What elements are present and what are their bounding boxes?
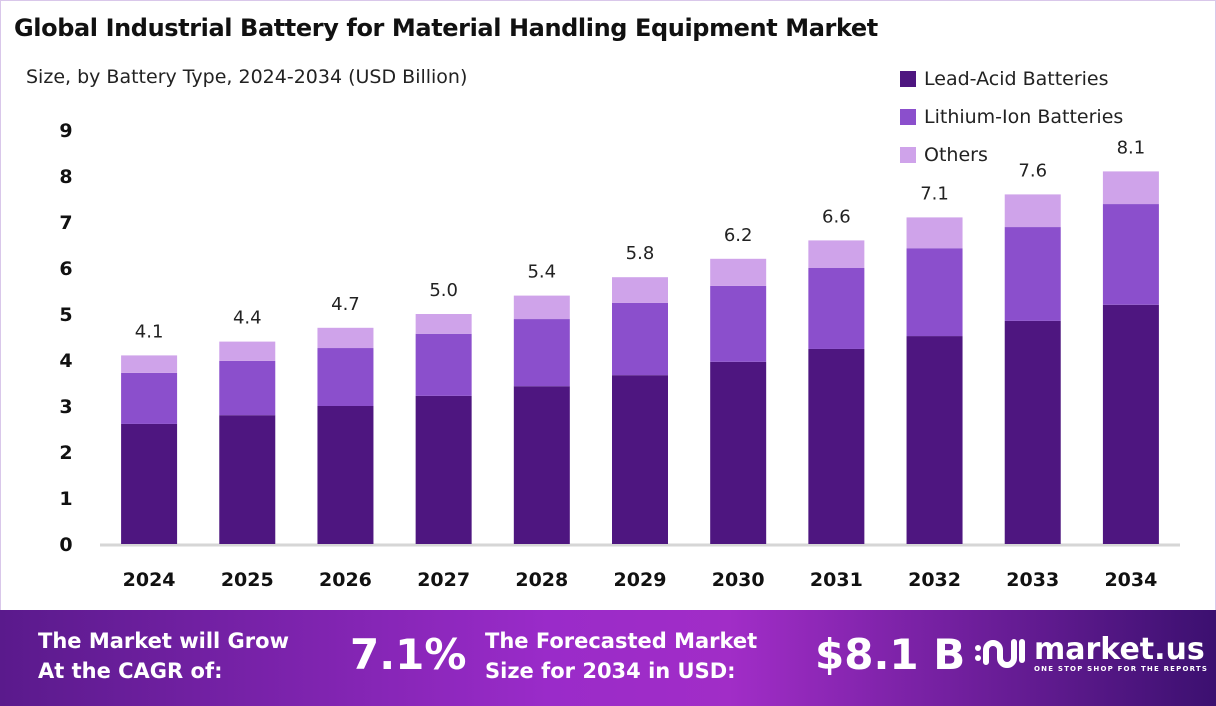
data-label-total: 4.4 xyxy=(233,308,262,329)
legend-label: Lithium-Ion Batteries xyxy=(924,106,1124,128)
x-tick-label: 2032 xyxy=(908,569,961,591)
x-tick-label: 2034 xyxy=(1104,569,1157,591)
bar-segment-lithium-ion xyxy=(1102,204,1159,305)
legend-label: Lead-Acid Batteries xyxy=(924,68,1109,90)
legend-item-lithium-ion: Lithium-Ion Batteries xyxy=(900,98,1123,136)
bar-segment-lithium-ion xyxy=(710,285,767,362)
cagr-value: 7.1% xyxy=(350,630,467,679)
bar-segment-others xyxy=(121,355,178,373)
bar-segment-others xyxy=(513,295,570,320)
bar-segment-lead-acid xyxy=(121,423,178,544)
bar-segment-lithium-ion xyxy=(513,319,570,387)
bar-segment-others xyxy=(612,277,668,303)
logo-name: market.us xyxy=(1034,632,1205,667)
cagr-label: The Market will Grow At the CAGR of: xyxy=(38,629,289,683)
x-tick-label: 2028 xyxy=(515,569,568,591)
market-us-logo: market.us ONE STOP SHOP FOR THE REPORTS xyxy=(972,632,1208,676)
data-label-total: 6.6 xyxy=(822,206,851,227)
bar-segment-lithium-ion xyxy=(317,348,374,406)
bar-segment-lithium-ion xyxy=(415,333,472,396)
bar-segment-lead-acid xyxy=(1102,304,1159,544)
forecast-label: The Forecasted Market Size for 2034 in US… xyxy=(485,629,758,683)
bar-segment-lead-acid xyxy=(808,348,865,544)
bar-segment-lithium-ion xyxy=(808,268,865,349)
chart-title: Global Industrial Battery for Material H… xyxy=(14,14,878,42)
x-tick-label: 2026 xyxy=(319,569,372,591)
y-tick-label: 1 xyxy=(59,488,72,510)
x-tick-label: 2024 xyxy=(123,569,176,591)
data-label-total: 8.1 xyxy=(1117,137,1146,158)
x-tick-label: 2030 xyxy=(712,569,765,591)
bar-chart: 0 1 2 3 4 5 6 7 8 9 4.1 2024 4.4 2025 4.7 2026 5.0 2027 5.… xyxy=(59,120,1180,591)
bar-segment-lithium-ion xyxy=(906,248,963,337)
x-tick-label: 2027 xyxy=(417,569,470,591)
y-tick-label: 9 xyxy=(59,120,72,142)
data-label-total: 7.6 xyxy=(1018,160,1047,181)
bar-segment-others xyxy=(317,327,374,349)
y-tick-label: 8 xyxy=(59,166,72,188)
chart-subtitle: Size, by Battery Type, 2024-2034 (USD Bi… xyxy=(26,66,468,88)
data-label-total: 5.4 xyxy=(527,262,556,283)
bar-segment-lead-acid xyxy=(317,406,374,544)
bar-segment-others xyxy=(219,341,276,361)
data-label-total: 5.0 xyxy=(429,280,458,301)
bar-segment-others xyxy=(710,258,767,286)
bar-segment-lead-acid xyxy=(1004,320,1061,544)
data-label-total: 4.7 xyxy=(331,294,360,315)
bar-segment-lead-acid xyxy=(513,386,570,544)
legend-label: Others xyxy=(924,144,988,166)
legend-swatch xyxy=(900,71,916,87)
x-tick-label: 2033 xyxy=(1006,569,1059,591)
x-tick-label: 2025 xyxy=(221,569,274,591)
y-tick-label: 3 xyxy=(59,396,72,418)
bar-segment-others xyxy=(808,240,865,268)
bar-segment-lithium-ion xyxy=(1004,227,1061,321)
legend-swatch xyxy=(900,109,916,125)
bar-segment-lithium-ion xyxy=(121,372,178,424)
bar-segment-lead-acid xyxy=(415,395,472,544)
legend: Lead-Acid Batteries Lithium-Ion Batterie… xyxy=(900,60,1123,174)
legend-item-others: Others xyxy=(900,136,1123,174)
legend-swatch xyxy=(900,147,916,163)
bar-segment-others xyxy=(415,314,472,334)
y-tick-label: 0 xyxy=(59,534,72,556)
x-tick-label: 2029 xyxy=(614,569,667,591)
bar-segment-others xyxy=(1004,194,1061,228)
bar-segment-lead-acid xyxy=(710,361,767,544)
data-label-total: 4.1 xyxy=(135,321,164,342)
data-label-total: 7.1 xyxy=(920,183,949,204)
bar-segment-lithium-ion xyxy=(612,302,668,376)
y-tick-label: 4 xyxy=(59,350,72,372)
y-tick-label: 6 xyxy=(59,258,72,280)
y-tick-label: 2 xyxy=(59,442,72,464)
data-label-total: 5.8 xyxy=(626,243,655,264)
forecast-value: $8.1 B xyxy=(815,630,966,679)
data-label-total: 6.2 xyxy=(724,225,753,246)
bar-segment-lead-acid xyxy=(612,375,668,544)
y-tick-label: 5 xyxy=(59,304,72,326)
bar-segment-lead-acid xyxy=(906,336,963,544)
y-tick-label: 7 xyxy=(59,212,72,234)
legend-item-lead-acid: Lead-Acid Batteries xyxy=(900,60,1123,98)
bar-segment-lead-acid xyxy=(219,415,276,544)
logo-icon xyxy=(975,639,1025,668)
logo-tagline: ONE STOP SHOP FOR THE REPORTS xyxy=(1034,665,1209,673)
footer-banner: The Market will Grow At the CAGR of: 7.1%… xyxy=(0,610,1216,706)
bar-segment-lithium-ion xyxy=(219,360,276,416)
bar-segment-others xyxy=(1102,171,1159,205)
bar-segment-others xyxy=(906,217,963,249)
x-tick-label: 2031 xyxy=(810,569,863,591)
